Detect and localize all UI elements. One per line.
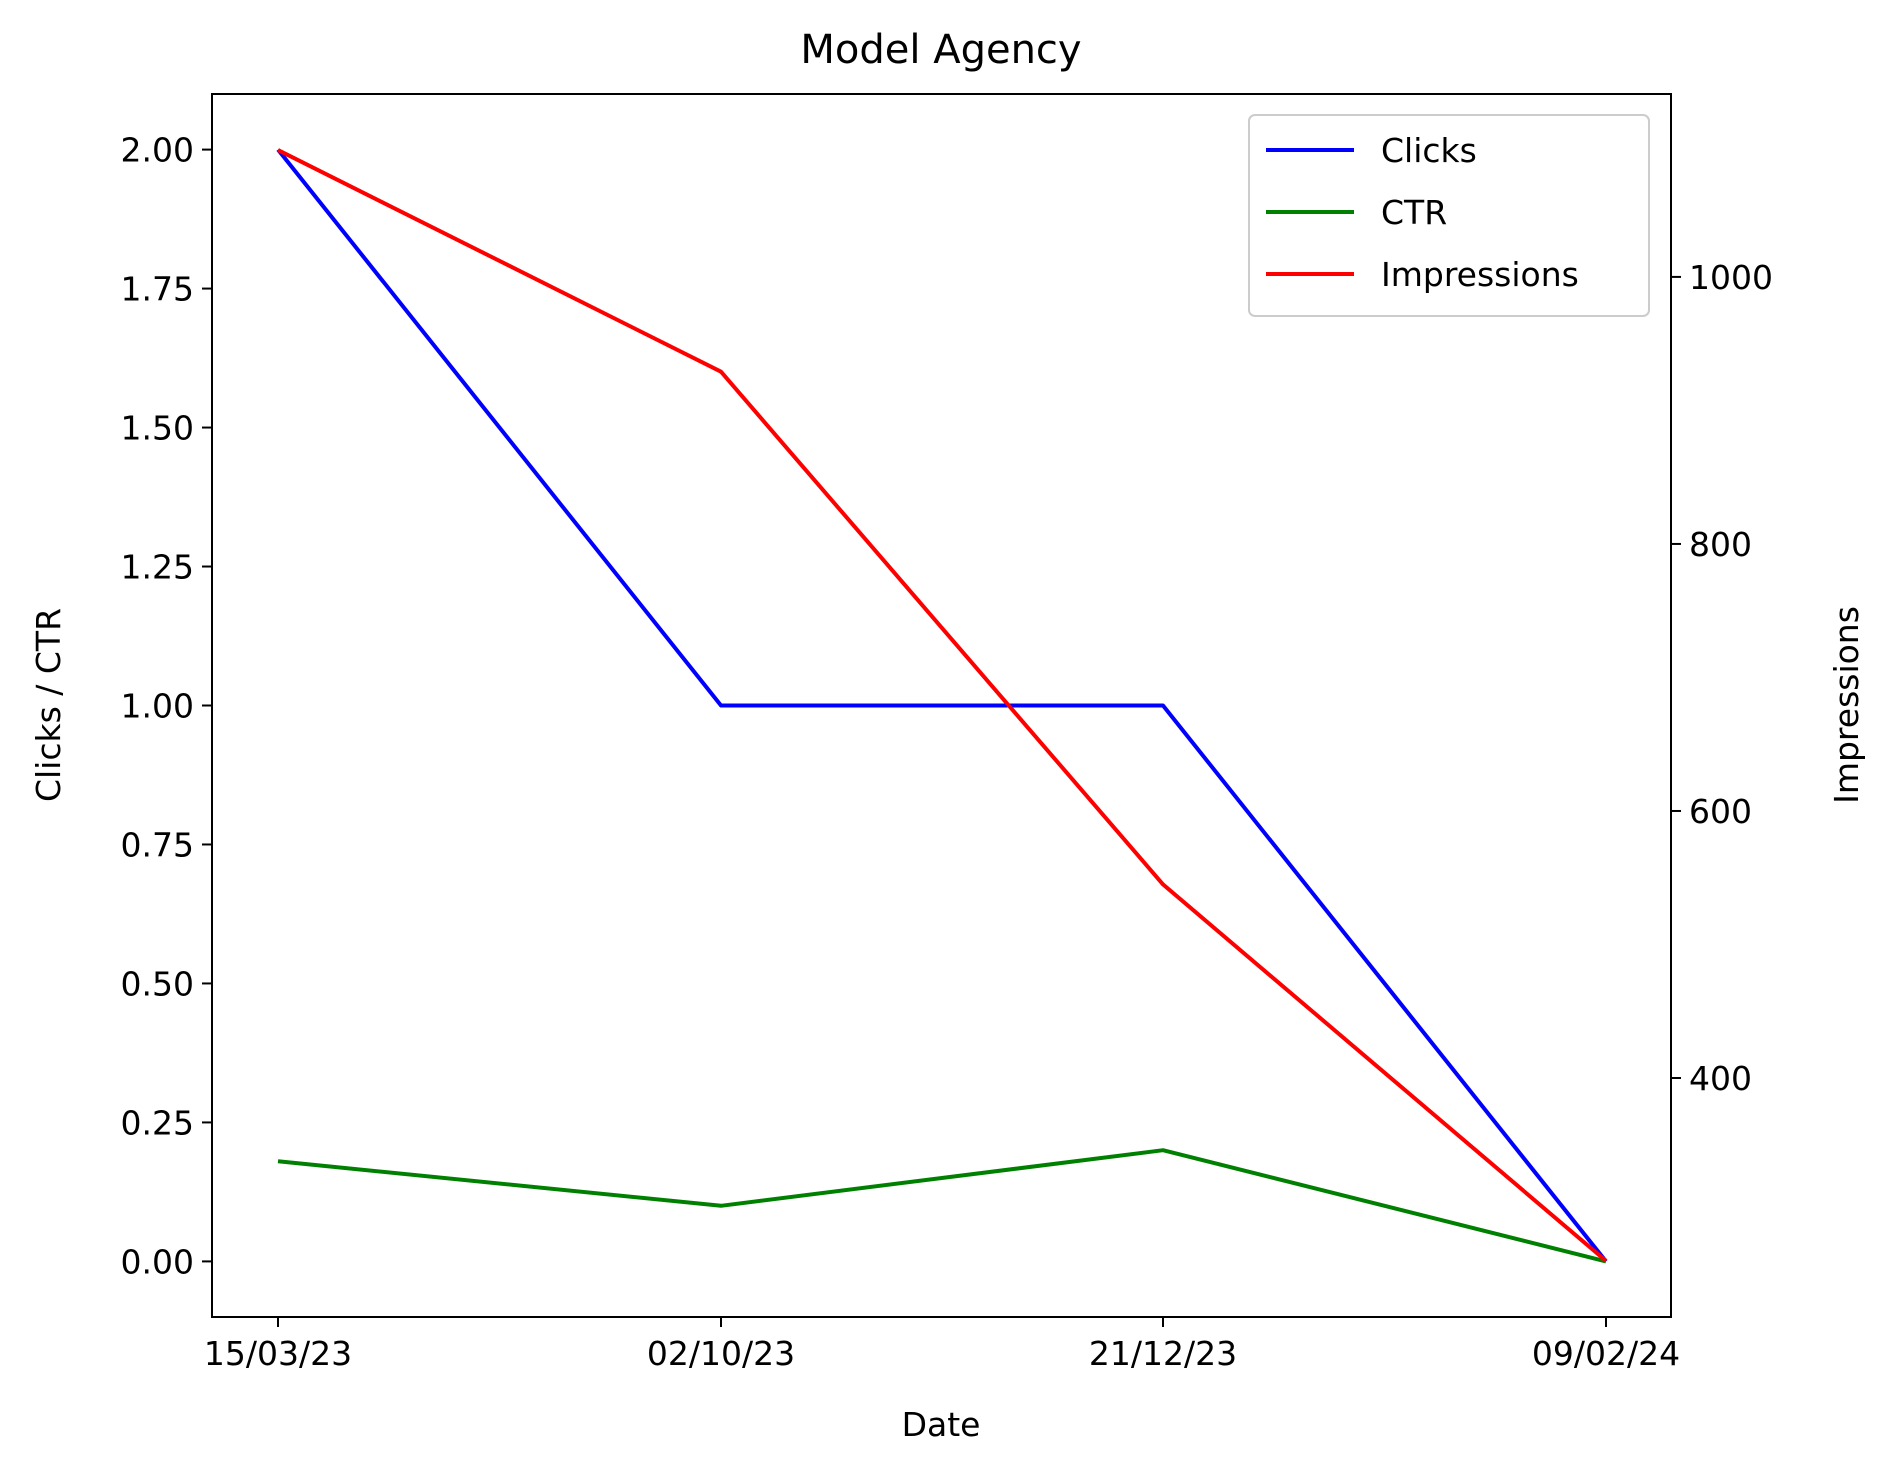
series-layer	[276, 148, 1608, 1264]
y-tick-label: 2.00	[121, 131, 194, 170]
y-tick-label: 1.00	[121, 687, 194, 726]
y2-tick-label: 800	[1689, 525, 1752, 564]
x-tick-label: 09/02/24	[1532, 1334, 1680, 1373]
series-line-clicks	[276, 148, 1608, 1263]
x-tick-label: 21/12/23	[1089, 1334, 1237, 1373]
x-tick-label: 02/10/23	[647, 1334, 795, 1373]
series-line-ctr	[277, 1148, 1607, 1264]
legend: Clicks CTR Impressions	[1248, 114, 1650, 317]
x-axis: 15/03/23 02/10/23 21/12/23 09/02/24	[204, 1317, 1680, 1373]
legend-label-ctr: CTR	[1381, 193, 1447, 232]
y-tick-label: 0.50	[121, 964, 194, 1003]
y-tick-label: 0.25	[121, 1103, 194, 1142]
legend-label-impressions: Impressions	[1381, 255, 1579, 294]
legend-label-clicks: Clicks	[1381, 131, 1477, 170]
y-tick-label: 1.75	[121, 270, 194, 309]
y-tick-label: 0.00	[121, 1242, 194, 1281]
chart-title: Model Agency	[800, 27, 1081, 73]
y-tick-label: 1.25	[121, 548, 194, 587]
y-tick-label: 1.50	[121, 409, 194, 448]
x-tick-label: 15/03/23	[204, 1334, 352, 1373]
y-axis-right: 400 600 800 1000	[1671, 258, 1773, 1098]
y-axis-label: Clicks / CTR	[29, 608, 68, 802]
y2-axis-label: Impressions	[1827, 606, 1866, 804]
legend-box	[1248, 114, 1650, 317]
series-line-impressions	[277, 148, 1608, 1263]
y2-tick-label: 400	[1689, 1059, 1752, 1098]
y2-tick-label: 600	[1689, 792, 1752, 831]
y2-tick-label: 1000	[1689, 258, 1773, 297]
y-tick-label: 0.75	[121, 825, 194, 864]
y-axis-left: 0.00 0.25 0.50 0.75 1.00 1.25 1.50 1.75 2.00	[121, 131, 212, 1281]
x-axis-label: Date	[902, 1405, 981, 1444]
